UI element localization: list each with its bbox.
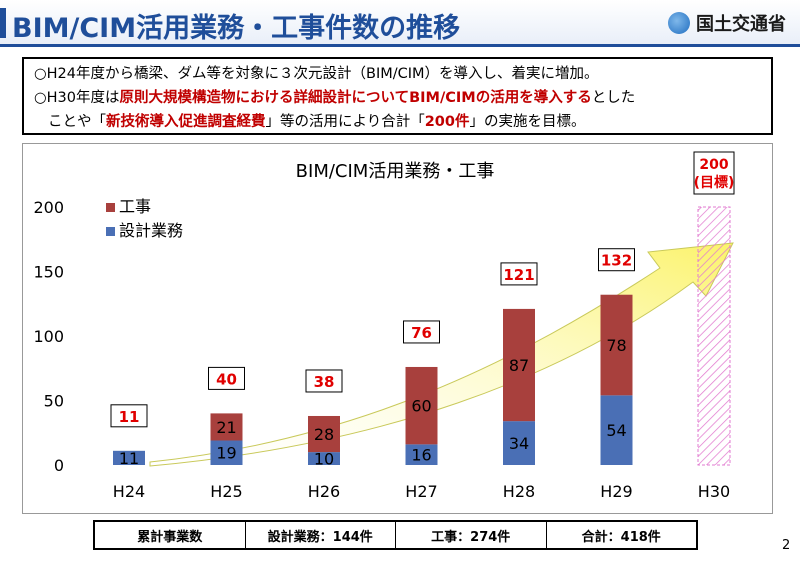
chart-frame (22, 143, 773, 514)
bar-segment-construction (600, 294, 633, 396)
bar-value-label: 87 (509, 356, 529, 375)
notice-line-1: ○H24年度から橋梁、ダム等を対象に３次元設計（BIM/CIM）を導入し、着実に… (34, 66, 599, 82)
logo: 国土交通省 (668, 10, 786, 36)
total-label: 76 (411, 324, 432, 342)
bar-value-label: 16 (411, 446, 431, 465)
x-tick-label: H30 (698, 482, 730, 501)
target-box (693, 151, 735, 195)
x-tick-label: H29 (600, 482, 632, 501)
page-title: BIM/CIM活用業務・工事件数の推移 (12, 13, 461, 44)
chart-title: BIM/CIM活用業務・工事 (296, 161, 495, 182)
bar-segment-construction (405, 366, 438, 445)
summary-cell-construction: 工事：274件 (396, 522, 547, 548)
mlit-logo-icon (668, 12, 690, 34)
y-tick-label: 150 (33, 263, 64, 282)
total-label: 40 (216, 370, 237, 388)
notice-box: ○H24年度から橋梁、ダム等を対象に３次元設計（BIM/CIM）を導入し、着実に… (22, 57, 773, 135)
notice-line-2: ○H30年度は原則大規模構造物における詳細設計についてBIM/CIMの活用を導入… (34, 90, 636, 106)
total-box (598, 248, 635, 272)
total-label: 132 (601, 252, 632, 270)
page-number: 2 (782, 538, 791, 553)
total-box (403, 320, 440, 344)
total-box (305, 369, 343, 393)
bar-value-label: 21 (216, 418, 236, 437)
bar-segment-design (405, 444, 438, 465)
bar-value-label: 19 (216, 444, 236, 463)
bar-value-label: 78 (606, 336, 626, 355)
logo-text: 国土交通省 (696, 14, 786, 35)
bar-value-label: 34 (509, 434, 529, 453)
bar-segment-design (308, 452, 340, 465)
y-tick-label: 50 (44, 392, 64, 411)
bar-segment-design (113, 450, 145, 465)
x-tick-label: H25 (210, 482, 242, 501)
x-tick-label: H26 (308, 482, 340, 501)
x-tick-label: H28 (503, 482, 535, 501)
total-label: 38 (314, 373, 335, 391)
title-bar (0, 0, 800, 46)
summary-table: 累計事業数 設計業務：144件 工事：274件 合計：418件 (93, 520, 698, 550)
legend-label: 工事 (119, 197, 151, 216)
notice-line-3: ことや「新技術導入促進調査経費」等の活用により合計「200件」の実施を目標。 (48, 114, 586, 130)
target-bar (697, 206, 731, 466)
x-tick-label: H27 (405, 482, 437, 501)
total-box (500, 262, 538, 286)
y-tick-label: 0 (54, 456, 64, 475)
x-tick-label: H24 (113, 482, 145, 501)
total-box (110, 404, 148, 428)
bar-value-label: 54 (606, 421, 626, 440)
target-note-label: (目標) (694, 174, 735, 191)
legend-swatch (106, 203, 115, 212)
bar-segment-construction (210, 413, 243, 441)
bar-segment-design (210, 440, 243, 465)
legend-label: 設計業務 (119, 221, 183, 240)
total-label: 11 (119, 408, 140, 426)
bar-value-label: 60 (411, 397, 431, 416)
bar-segment-construction (503, 308, 535, 422)
legend-swatch (106, 227, 115, 236)
y-tick-label: 100 (33, 327, 64, 346)
bar-value-label: 28 (314, 425, 334, 444)
bar-segment-design (503, 421, 535, 465)
total-label: 121 (503, 266, 534, 284)
summary-cell-total: 合計：418件 (581, 529, 661, 545)
bar-value-label: 10 (314, 450, 334, 469)
title-underline (0, 44, 800, 47)
bar-segment-construction (308, 415, 340, 453)
summary-cell-label: 累計事業数 (95, 522, 246, 548)
target-value-label: 200 (699, 157, 728, 173)
bar-segment-design (600, 395, 633, 465)
title-accent (0, 8, 6, 38)
summary-cell-design: 設計業務：144件 (246, 522, 396, 548)
y-tick-label: 200 (33, 198, 64, 217)
total-box (208, 366, 245, 390)
bar-value-label: 11 (119, 449, 139, 468)
